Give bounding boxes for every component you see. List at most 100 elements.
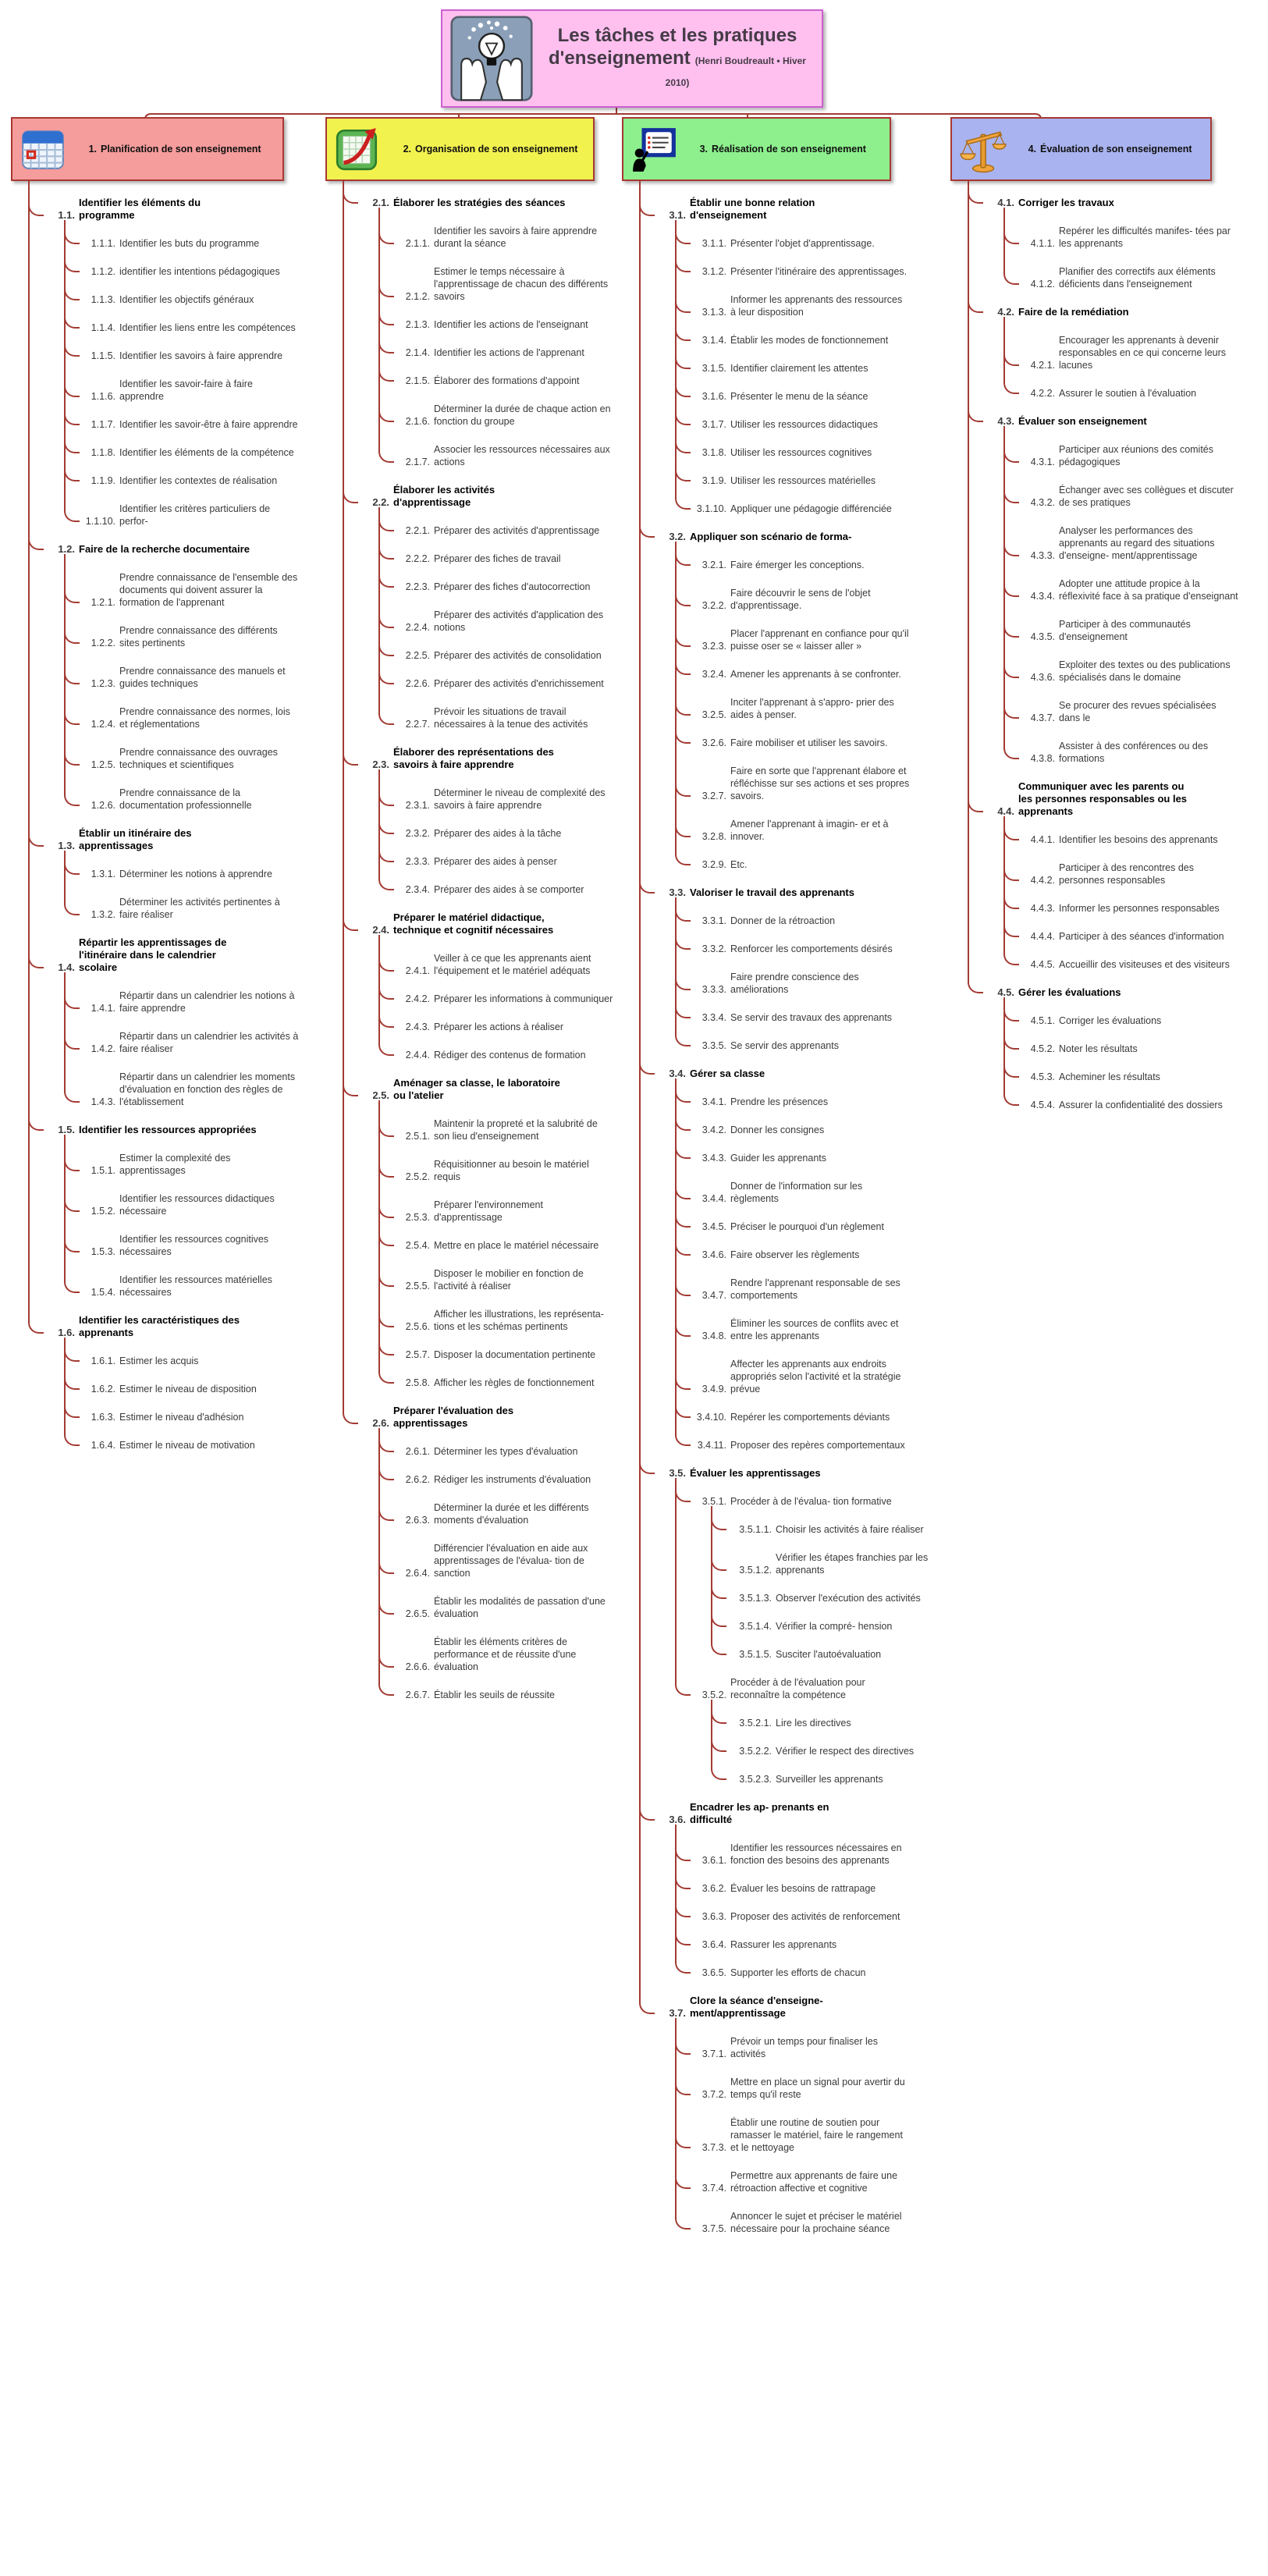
task-node-label-row[interactable]: 3.2.1. Faire émerger les conceptions.: [675, 542, 944, 571]
task-node-label-row[interactable]: 3.1.7. Utiliser les ressources didactique…: [675, 401, 944, 431]
task-node-label-row[interactable]: 1.4.3. Répartir dans un calendrier les mo…: [64, 1053, 299, 1108]
task-node-label-row[interactable]: 2.1.2. Estimer le temps nécessaire à l'ap…: [378, 248, 613, 303]
task-node-label-row[interactable]: 3.5.1.3. Observer l'exécution des activit…: [711, 1575, 944, 1604]
task-node-label-row[interactable]: 2.2.4. Préparer des activités d'applicati…: [378, 592, 613, 634]
task-node-label-row[interactable]: 2.1.1. Identifier les savoirs à faire app…: [378, 208, 613, 250]
task-node-label-row[interactable]: 1.6.4. Estimer le niveau de motivation: [64, 1422, 299, 1451]
task-node-label-row[interactable]: 1.2.6. Prendre connaissance de la documen…: [64, 769, 299, 812]
task-node-label-row[interactable]: 2.4.1. Veiller à ce que les apprenants ai…: [378, 935, 613, 977]
task-node-label-row[interactable]: 3.2.8. Amener l'apprenant à imagin- er et…: [675, 801, 944, 843]
task-node-label-row[interactable]: 1.2.1. Prendre connaissance de l'ensemble…: [64, 554, 299, 609]
task-node-label-row[interactable]: 3.1.2. Présenter l'itinéraire des apprent…: [675, 248, 944, 278]
task-node-label-row[interactable]: 2.3.1. Déterminer le niveau de complexité…: [378, 769, 613, 812]
task-node-label-row[interactable]: 1.4.2. Répartir dans un calendrier les ac…: [64, 1013, 299, 1055]
task-node-label-row[interactable]: 3.2.2. Faire découvrir le sens de l'objet…: [675, 570, 944, 612]
task-node-label-row[interactable]: 4.3.5. Participer à des communautés d'ens…: [1003, 601, 1238, 643]
task-node-label-row[interactable]: 1.1.8. Identifier les éléments de la comp…: [64, 429, 299, 459]
task-node-label-row[interactable]: 1.6.1. Estimer les acquis: [64, 1338, 299, 1367]
task-node-label-row[interactable]: 1.6.2. Estimer le niveau de disposition: [64, 1366, 299, 1395]
task-node-label-row[interactable]: 1.5.3. Identifier les ressources cognitiv…: [64, 1216, 299, 1258]
task-node-label-row[interactable]: 3.5.1.2. Vérifier les étapes franchies pa…: [711, 1534, 944, 1576]
task-node-label-row[interactable]: 2.2.3. Préparer des fiches d'autocorrecti…: [378, 563, 613, 593]
branch-header[interactable]: 1. Planification de son enseignement: [11, 117, 284, 181]
task-node-label-row[interactable]: 2.4. Préparer le matériel didactique, tec…: [343, 894, 613, 936]
task-node-label-row[interactable]: 4.3.3. Analyser les performances des appr…: [1003, 507, 1238, 562]
task-node-label-row[interactable]: 2.2. Élaborer les activités d'apprentissa…: [343, 467, 613, 509]
central-topic[interactable]: Les tâches et les pratiques d'enseigneme…: [441, 9, 823, 108]
task-node-label-row[interactable]: 4.3.2. Échanger avec ses collègues et dis…: [1003, 467, 1238, 509]
task-node-label-row[interactable]: 3.2.7. Faire en sorte que l'apprenant éla…: [675, 748, 944, 802]
task-node-label-row[interactable]: 3.1.9. Utiliser les ressources matérielle…: [675, 457, 944, 487]
task-node-label-row[interactable]: 3.7.4. Permettre aux apprenants de faire …: [675, 2152, 944, 2194]
task-node-label-row[interactable]: 1.1.10. Identifier les critères particuli…: [64, 485, 299, 528]
task-node-label-row[interactable]: 2.1.7. Associer les ressources nécessaire…: [378, 426, 613, 468]
task-node-label-row[interactable]: 3.6. Encadrer les ap- prenants en difficu…: [639, 1784, 944, 1826]
task-node-label-row[interactable]: 1.2.4. Prendre connaissance des normes, l…: [64, 688, 299, 730]
task-node-label-row[interactable]: 3.5. Évaluer les apprentissages: [639, 1450, 944, 1480]
task-node-label-row[interactable]: 1.2.5. Prendre connaissance des ouvrages …: [64, 729, 299, 771]
task-node-label-row[interactable]: 4.3.7. Se procurer des revues spécialisée…: [1003, 682, 1238, 724]
task-node-label-row[interactable]: 2.6.4. Différencier l'évaluation en aide …: [378, 1525, 613, 1579]
task-node-label-row[interactable]: 1.1.3. Identifier les objectifs généraux: [64, 276, 299, 306]
task-node-label-row[interactable]: 3.2.5. Inciter l'apprenant à s'appro- pri…: [675, 679, 944, 721]
task-node-label-row[interactable]: 2.5.1. Maintenir la propreté et la salubr…: [378, 1100, 613, 1142]
task-node-label-row[interactable]: 3.7.1. Prévoir un temps pour finaliser le…: [675, 2018, 944, 2060]
task-node-label-row[interactable]: 1.1.6. Identifier les savoir-faire à fair…: [64, 361, 299, 403]
task-node-label-row[interactable]: 1.6.3. Estimer le niveau d'adhésion: [64, 1394, 299, 1423]
task-node-label-row[interactable]: 3.5.2.2. Vérifier le respect des directiv…: [711, 1728, 944, 1757]
task-node-label-row[interactable]: 1.1.4. Identifier les liens entre les com…: [64, 304, 299, 334]
task-node-label-row[interactable]: 3.1.8. Utiliser les ressources cognitives: [675, 429, 944, 459]
task-node-label-row[interactable]: 2.2.5. Préparer des activités de consolid…: [378, 632, 613, 662]
task-node-label-row[interactable]: 3.4.5. Préciser le pourquoi d'un règlemen…: [675, 1203, 944, 1233]
task-node-label-row[interactable]: 3.4.6. Faire observer les règlements: [675, 1231, 944, 1261]
task-node-label-row[interactable]: 2.6.1. Déterminer les types d'évaluation: [378, 1428, 613, 1458]
task-node-label-row[interactable]: 1.1. Identifier les éléments du programme: [28, 179, 299, 222]
task-node-label-row[interactable]: 4.4.4. Participer à des séances d'informa…: [1003, 913, 1238, 943]
task-node-label-row[interactable]: 2.1. Élaborer les stratégies des séances: [343, 179, 613, 209]
task-node-label-row[interactable]: 1.5.2. Identifier les ressources didactiq…: [64, 1175, 299, 1217]
task-node-label-row[interactable]: 3.1.3. Informer les apprenants des ressou…: [675, 276, 944, 318]
task-node-label-row[interactable]: 2.1.4. Identifier les actions de l'appren…: [378, 329, 613, 359]
task-node-label-row[interactable]: 3.3.5. Se servir des apprenants: [675, 1022, 944, 1052]
task-node-label-row[interactable]: 1.5.1. Estimer la complexité des apprenti…: [64, 1135, 299, 1177]
task-node-label-row[interactable]: 4.5.3. Acheminer les résultats: [1003, 1053, 1238, 1083]
task-node-label-row[interactable]: 2.2.2. Préparer des fiches de travail: [378, 535, 613, 565]
task-node-label-row[interactable]: 3.1.5. Identifier clairement les attentes: [675, 345, 944, 375]
task-node-label-row[interactable]: 3.7. Clore la séance d'enseigne- ment/app…: [639, 1977, 944, 2020]
task-node-label-row[interactable]: 2.2.7. Prévoir les situations de travail …: [378, 688, 613, 730]
task-node-label-row[interactable]: 4.1. Corriger les travaux: [968, 179, 1238, 209]
task-node-label-row[interactable]: 2.5.2. Réquisitionner au besoin le matéri…: [378, 1141, 613, 1183]
task-node-label-row[interactable]: 4.4.1. Identifier les besoins des apprena…: [1003, 816, 1238, 846]
task-node-label-row[interactable]: 3.6.1. Identifier les ressources nécessai…: [675, 1825, 944, 1867]
task-node-label-row[interactable]: 2.3.4. Préparer des aides à se comporter: [378, 866, 613, 896]
task-node-label-row[interactable]: 1.2.2. Prendre connaissance des différent…: [64, 607, 299, 649]
task-node-label-row[interactable]: 3.4.3. Guider les apprenants: [675, 1135, 944, 1164]
task-node-label-row[interactable]: 3.3.4. Se servir des travaux des apprenan…: [675, 994, 944, 1024]
task-node-label-row[interactable]: 2.6.3. Déterminer la durée et les différe…: [378, 1484, 613, 1526]
task-node-label-row[interactable]: 2.6. Préparer l'évaluation des apprentiss…: [343, 1387, 613, 1430]
task-node-label-row[interactable]: 3.2.6. Faire mobiliser et utiliser les sa…: [675, 720, 944, 749]
task-node-label-row[interactable]: 3.3.1. Donner de la rétroaction: [675, 897, 944, 927]
task-node-label-row[interactable]: 2.6.2. Rédiger les instruments d'évaluati…: [378, 1456, 613, 1486]
task-node-label-row[interactable]: 4.2.1. Encourager les apprenants à deveni…: [1003, 317, 1238, 371]
task-node-label-row[interactable]: 4.3.8. Assister à des conférences ou des …: [1003, 723, 1238, 765]
task-node-label-row[interactable]: 1.3.1. Déterminer les notions à apprendre: [64, 851, 299, 880]
task-node-label-row[interactable]: 1.6. Identifier les caractéristiques des …: [28, 1297, 299, 1339]
task-node-label-row[interactable]: 4.5.4. Assurer la confidentialité des dos…: [1003, 1082, 1238, 1111]
task-node-label-row[interactable]: 3.4. Gérer sa classe: [639, 1050, 944, 1080]
task-node-label-row[interactable]: 3.4.2. Donner les consignes: [675, 1107, 944, 1136]
branch-header[interactable]: 2. Organisation de son enseignement: [325, 117, 595, 181]
task-node-label-row[interactable]: 4.4. Communiquer avec les parents ou les …: [968, 763, 1238, 818]
task-node-label-row[interactable]: 1.5.4. Identifier les ressources matériel…: [64, 1256, 299, 1299]
branch-header[interactable]: 4. Évaluation de son enseignement: [950, 117, 1212, 181]
task-node-label-row[interactable]: 4.2. Faire de la remédiation: [968, 289, 1238, 318]
task-node-label-row[interactable]: 2.5.7. Disposer la documentation pertinen…: [378, 1331, 613, 1361]
task-node-label-row[interactable]: 2.4.3. Préparer les actions à réaliser: [378, 1004, 613, 1033]
task-node-label-row[interactable]: 2.1.6. Déterminer la durée de chaque acti…: [378, 386, 613, 428]
task-node-label-row[interactable]: 2.5.6. Afficher les illustrations, les re…: [378, 1291, 613, 1333]
task-node-label-row[interactable]: 4.4.2. Participer à des rencontres des pe…: [1003, 844, 1238, 886]
task-node-label-row[interactable]: 4.5.2. Noter les résultats: [1003, 1025, 1238, 1055]
task-node-label-row[interactable]: 3.7.5. Annoncer le sujet et préciser le m…: [675, 2193, 944, 2235]
task-node-label-row[interactable]: 1.3.2. Déterminer les activités pertinent…: [64, 879, 299, 921]
task-node-label-row[interactable]: 1.3. Établir un itinéraire des apprentiss…: [28, 810, 299, 852]
